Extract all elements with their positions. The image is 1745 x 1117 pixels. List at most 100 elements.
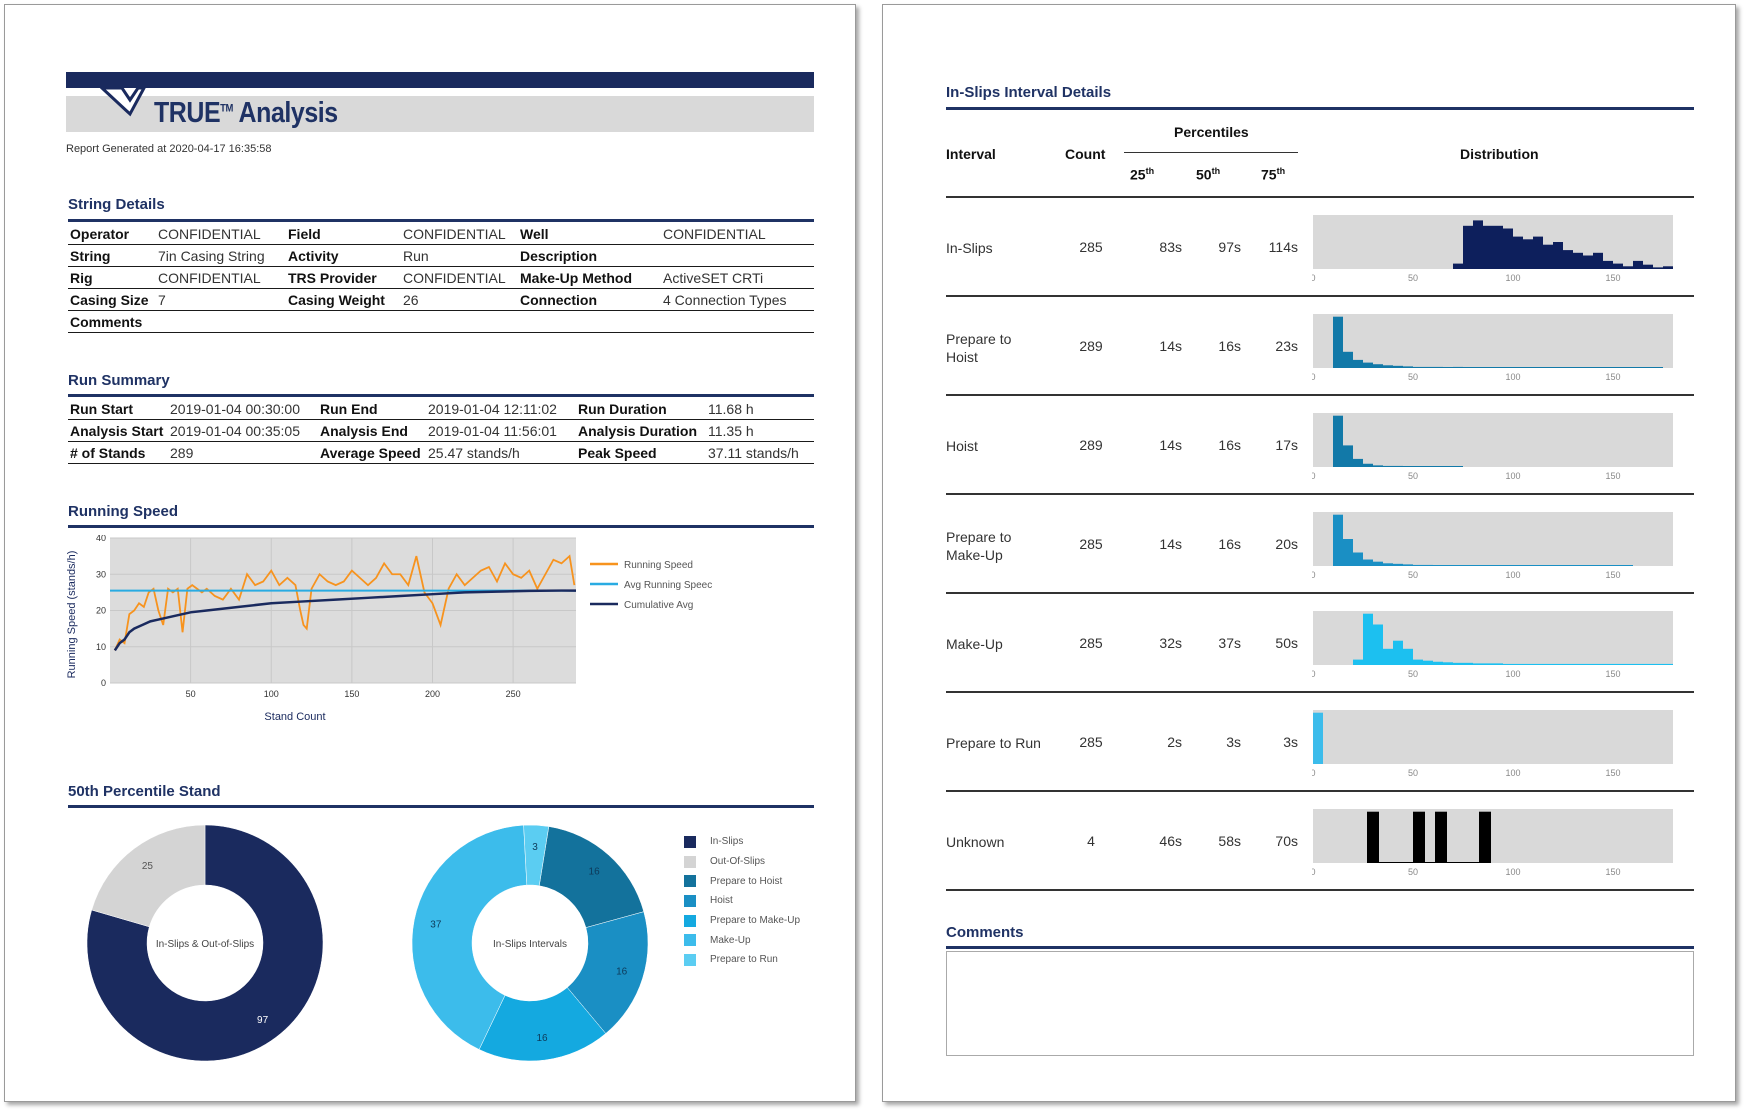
- slice-value-label: 3: [532, 842, 538, 853]
- histogram-bar: [1593, 565, 1603, 566]
- y-tick-label: 30: [96, 569, 106, 579]
- histogram-bar: [1363, 362, 1373, 368]
- histogram-bar: [1493, 367, 1503, 368]
- interval-p25: 32s: [1159, 634, 1182, 651]
- histogram-bar: [1333, 316, 1343, 368]
- interval-p75: 114s: [1268, 238, 1298, 255]
- interval-count: 289: [1079, 436, 1103, 453]
- legend-swatch: [684, 855, 696, 868]
- row-divider: [946, 889, 1694, 891]
- histogram-bar: [1393, 563, 1403, 566]
- field-label: Field: [286, 223, 401, 245]
- col-p25-header: 25th: [1130, 166, 1154, 183]
- histogram-bar: [1543, 565, 1553, 566]
- histogram-bar: [1483, 565, 1493, 566]
- field-value: CONFIDENTIAL: [401, 266, 518, 289]
- row-divider: [946, 394, 1694, 396]
- histogram-bar: [1613, 367, 1623, 368]
- run-summary-table: Run Start 2019-01-04 00:30:00 Run End 2019-…: [68, 398, 814, 464]
- field-value: 11.35 h: [706, 419, 814, 442]
- field-label: Well: [518, 223, 661, 245]
- histogram-tick-label: 0: [1312, 372, 1316, 382]
- histogram-tick-label: 150: [1605, 372, 1620, 382]
- field-label: Connection: [518, 288, 661, 311]
- donut-slice: [86, 824, 324, 1062]
- histogram-tick-label: 150: [1605, 570, 1620, 580]
- histogram-bar: [1383, 465, 1393, 467]
- interval-p25: 46s: [1159, 832, 1182, 849]
- histogram-bar: [1533, 663, 1543, 665]
- trademark-mark: TM: [220, 102, 233, 115]
- histogram-bar: [1313, 712, 1323, 764]
- interval-name: In-Slips: [946, 239, 993, 257]
- legend-label: Prepare to Hoist: [710, 875, 783, 887]
- histogram-tick-label: 0: [1312, 867, 1316, 877]
- title-suffix: Analysis: [238, 97, 339, 129]
- histogram-bar: [1623, 663, 1633, 665]
- donut-slice: [523, 824, 550, 887]
- field-value: CONFIDENTIAL: [156, 223, 286, 245]
- legend-swatch: [684, 875, 696, 888]
- field-label: Run Duration: [576, 398, 706, 420]
- comments-textarea[interactable]: [946, 951, 1694, 1056]
- legend-label: Prepare to Make-Up: [710, 915, 801, 927]
- slice-value-label: 16: [616, 967, 628, 978]
- histogram-bar: [1583, 255, 1593, 269]
- series-line-2: [113, 589, 576, 652]
- interval-count: 289: [1079, 337, 1103, 354]
- distribution-histogram: 0 50 100 150: [1312, 611, 1673, 679]
- histogram-bar: [1383, 563, 1393, 566]
- field-label: Analysis Duration: [576, 419, 706, 442]
- histogram-bar: [1353, 359, 1363, 368]
- legend-item: In-Slips: [684, 832, 800, 852]
- histogram-bar: [1393, 465, 1403, 467]
- interval-p25: 14s: [1159, 535, 1182, 552]
- histogram-bar: [1343, 445, 1353, 467]
- histogram-tick-label: 50: [1408, 669, 1418, 679]
- histogram-bar: [1333, 415, 1343, 467]
- histogram-bar: [1543, 244, 1553, 269]
- histogram-bar: [1443, 466, 1453, 467]
- y-tick-label: 10: [96, 642, 106, 652]
- y-tick-label: 0: [101, 678, 106, 688]
- field-value: 37.11 stands/h: [706, 441, 814, 464]
- histogram-bar: [1613, 263, 1623, 269]
- histogram-tick-label: 100: [1505, 273, 1520, 283]
- interval-p75: 70s: [1275, 832, 1298, 849]
- histogram-bar: [1463, 225, 1473, 269]
- y-axis-label: Running Speed (stands/h): [66, 551, 78, 679]
- report-title: TRUETM Analysis: [154, 97, 338, 130]
- table-row: Operator CONFIDENTIAL Field CONFIDENTIAL Wel…: [68, 223, 814, 245]
- histogram-bar: [1513, 663, 1523, 665]
- interval-p75: 50s: [1275, 634, 1298, 651]
- histogram-bar: [1573, 663, 1583, 665]
- field-value: CONFIDENTIAL: [156, 266, 286, 289]
- histogram-bar: [1403, 648, 1413, 665]
- run-summary-rule: [68, 394, 814, 397]
- interval-p50: 16s: [1218, 436, 1241, 453]
- histogram-bar: [1383, 365, 1393, 368]
- slice-value-label: 97: [257, 1015, 269, 1026]
- field-value: 25.47 stands/h: [426, 441, 576, 464]
- slice-value-label: 16: [589, 867, 601, 878]
- histogram-bar: [1423, 466, 1433, 467]
- histogram-bar: [1423, 660, 1433, 665]
- interval-name-line1: In-Slips: [946, 239, 993, 256]
- histogram-bar: [1553, 242, 1563, 269]
- interval-p25: 2s: [1167, 733, 1182, 750]
- histogram-bar: [1453, 466, 1463, 467]
- histogram-bar: [1573, 565, 1583, 566]
- field-label: Casing Size: [68, 288, 156, 311]
- donut-center-label: In-Slips & Out-of-Slips: [156, 939, 254, 950]
- histogram-bar: [1593, 252, 1603, 269]
- table-row: Rig CONFIDENTIAL TRS Provider CONFIDENTIAL M…: [68, 266, 814, 289]
- legend-label: Prepare to Run: [710, 954, 778, 966]
- field-value: 11.68 h: [706, 398, 814, 420]
- interval-name-line1: Prepare to: [946, 330, 1012, 347]
- table-row: Analysis Start 2019-01-04 00:35:05 Analysi…: [68, 419, 814, 442]
- interval-name: Prepare to Hoist: [946, 330, 1011, 366]
- legend-swatch: [684, 835, 696, 848]
- histogram-tick-label: 150: [1605, 867, 1620, 877]
- histogram-bar: [1413, 811, 1425, 863]
- distribution-histogram: 0 50 100 150: [1312, 809, 1673, 877]
